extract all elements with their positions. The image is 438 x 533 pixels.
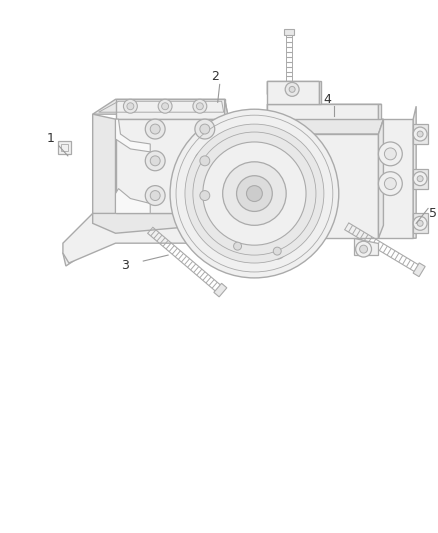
Text: 1: 1 — [47, 133, 55, 146]
Circle shape — [170, 109, 339, 278]
Circle shape — [145, 119, 165, 139]
Polygon shape — [93, 99, 228, 114]
Polygon shape — [353, 238, 378, 255]
Polygon shape — [267, 82, 319, 104]
Polygon shape — [214, 284, 227, 297]
Polygon shape — [58, 141, 71, 154]
Circle shape — [247, 185, 262, 201]
Bar — [210, 121, 222, 137]
Circle shape — [150, 124, 160, 134]
Polygon shape — [413, 169, 428, 189]
Polygon shape — [116, 119, 150, 152]
Circle shape — [417, 176, 423, 182]
Polygon shape — [413, 124, 428, 144]
Polygon shape — [240, 217, 247, 238]
Bar — [210, 188, 222, 204]
Circle shape — [273, 247, 281, 255]
Polygon shape — [267, 104, 378, 119]
Circle shape — [195, 185, 215, 206]
Circle shape — [378, 142, 402, 166]
Polygon shape — [225, 119, 228, 223]
Polygon shape — [378, 119, 413, 238]
Circle shape — [150, 191, 160, 200]
Polygon shape — [413, 106, 416, 238]
Text: 2: 2 — [211, 70, 219, 83]
Circle shape — [413, 127, 427, 141]
Circle shape — [145, 151, 165, 171]
Circle shape — [193, 99, 207, 113]
Text: 5: 5 — [429, 207, 437, 220]
Polygon shape — [235, 238, 247, 255]
Circle shape — [195, 151, 215, 171]
Circle shape — [385, 177, 396, 190]
Circle shape — [223, 162, 286, 225]
Circle shape — [185, 124, 324, 263]
Polygon shape — [267, 238, 294, 261]
Circle shape — [200, 156, 210, 166]
Circle shape — [196, 103, 203, 110]
Circle shape — [413, 216, 427, 230]
Circle shape — [145, 185, 165, 206]
Circle shape — [356, 241, 371, 257]
Circle shape — [127, 103, 134, 110]
Text: 4: 4 — [323, 93, 331, 106]
Polygon shape — [225, 99, 228, 132]
Circle shape — [162, 103, 169, 110]
Polygon shape — [63, 223, 116, 266]
Circle shape — [385, 148, 396, 160]
Circle shape — [417, 220, 423, 227]
Text: 3: 3 — [121, 259, 129, 271]
Circle shape — [200, 191, 210, 200]
Polygon shape — [116, 189, 150, 213]
Circle shape — [233, 242, 241, 250]
Circle shape — [413, 172, 427, 185]
Circle shape — [200, 124, 210, 134]
Polygon shape — [247, 134, 378, 238]
Polygon shape — [267, 104, 381, 119]
Bar — [284, 29, 294, 35]
Polygon shape — [63, 213, 225, 263]
Polygon shape — [267, 82, 319, 94]
Polygon shape — [413, 263, 425, 277]
Polygon shape — [319, 82, 321, 104]
Circle shape — [285, 83, 299, 96]
Polygon shape — [116, 119, 225, 213]
Polygon shape — [378, 104, 381, 119]
Polygon shape — [413, 213, 428, 233]
Circle shape — [360, 245, 367, 253]
Circle shape — [230, 238, 245, 254]
Circle shape — [378, 172, 402, 196]
Circle shape — [195, 119, 215, 139]
Polygon shape — [93, 213, 228, 233]
Circle shape — [150, 156, 160, 166]
Circle shape — [124, 99, 138, 113]
Circle shape — [158, 99, 172, 113]
Circle shape — [269, 243, 285, 259]
Circle shape — [417, 131, 423, 137]
Polygon shape — [93, 114, 116, 233]
Polygon shape — [240, 134, 247, 164]
Circle shape — [203, 142, 306, 245]
Polygon shape — [378, 119, 383, 238]
Polygon shape — [247, 119, 383, 134]
Polygon shape — [116, 99, 225, 119]
Circle shape — [237, 176, 272, 212]
Circle shape — [289, 86, 295, 92]
